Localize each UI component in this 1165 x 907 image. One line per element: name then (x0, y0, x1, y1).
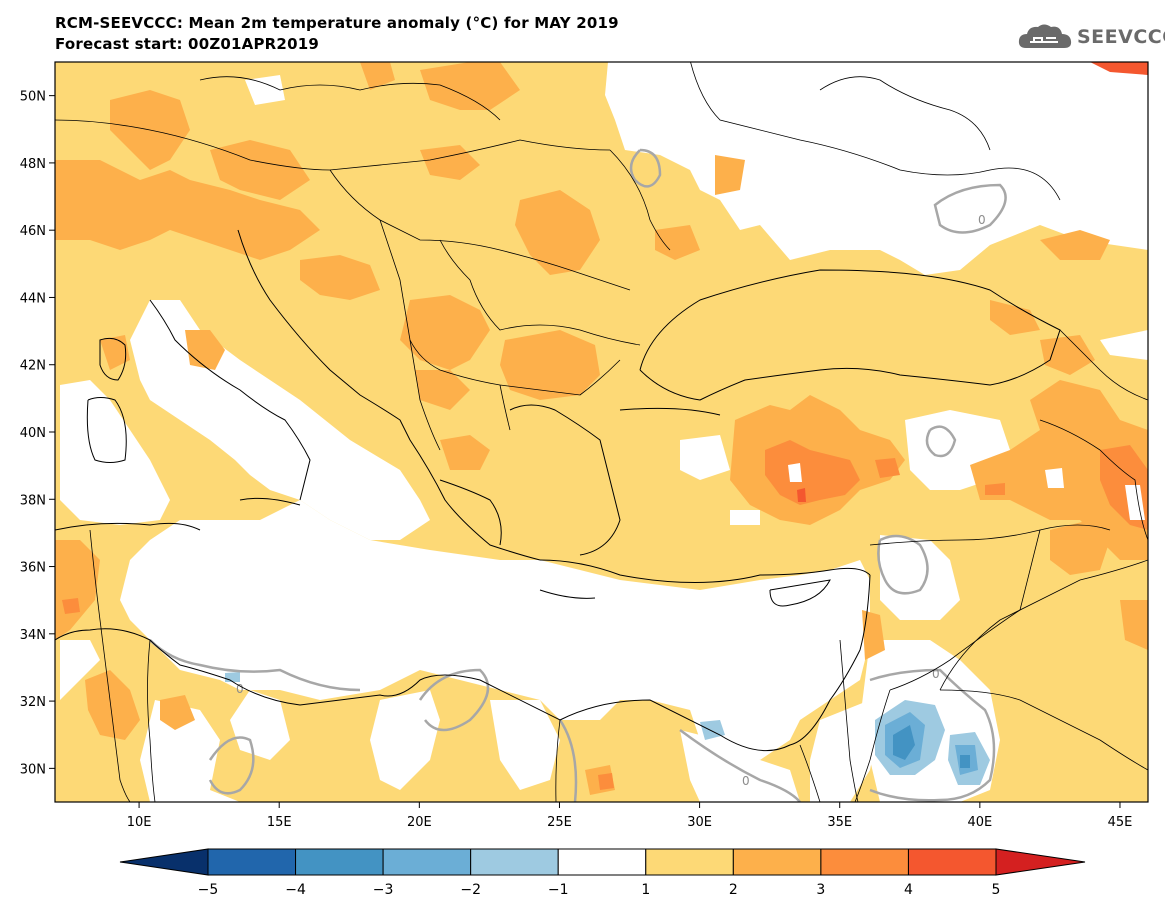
colorbar-segment (557, 848, 647, 876)
contour-label: 0 (742, 774, 750, 788)
anomaly-field-4-5 (797, 62, 1148, 502)
lon-tick-label: 30E (687, 815, 712, 830)
contour-label: 0 (932, 667, 940, 681)
colorbar-extend-high (995, 848, 1086, 876)
lat-tick-label: 42N (20, 359, 46, 374)
colorbar-segment (382, 848, 472, 876)
colorbar: −5 −4 −3 −2 −1 1 2 3 4 5 (119, 848, 1086, 898)
colorbar-label: −3 (373, 882, 394, 898)
lat-tick-label: 44N (20, 291, 46, 306)
longitude-axis: 10E 15E 20E 25E 30E 35E 40E 45E (127, 802, 1133, 830)
colorbar-extend-low (119, 848, 209, 876)
seevccc-logo: SEEVCCC (1018, 22, 1165, 52)
forecast-start: Forecast start: 00Z01APR2019 (55, 35, 319, 53)
colorbar-label: 4 (904, 882, 913, 898)
lon-tick-label: 20E (407, 815, 432, 830)
colorbar-segment (207, 848, 297, 876)
colorbar-label: 5 (992, 882, 1001, 898)
negative-anomaly-areas (225, 672, 990, 785)
colorbar-segment (645, 848, 734, 876)
colorbar-segment (470, 848, 559, 876)
colorbar-segment (732, 848, 822, 876)
lat-tick-label: 30N (20, 762, 46, 777)
lat-tick-label: 46N (20, 224, 46, 239)
colorbar-segment (820, 848, 909, 876)
colorbar-label: 1 (641, 882, 650, 898)
colorbar-label: −1 (548, 882, 569, 898)
colorbar-label: 3 (816, 882, 825, 898)
lon-tick-label: 25E (547, 815, 572, 830)
lon-tick-label: 40E (967, 815, 992, 830)
contour-label: 0 (236, 682, 244, 696)
lon-tick-label: 15E (267, 815, 292, 830)
colorbar-label: 2 (729, 882, 738, 898)
lat-tick-label: 50N (20, 90, 46, 105)
lat-tick-label: 40N (20, 426, 46, 441)
chart-title: RCM-SEEVCCC: Mean 2m temperature anomaly… (55, 14, 619, 32)
lon-tick-label: 10E (127, 815, 152, 830)
country-borders (55, 62, 1148, 802)
colorbar-label: −2 (460, 882, 481, 898)
lat-tick-label: 34N (20, 628, 46, 643)
colorbar-segment (907, 848, 997, 876)
colorbar-label: −5 (198, 882, 219, 898)
contour-label: 0 (978, 213, 986, 227)
lat-tick-label: 38N (20, 493, 46, 508)
coastlines (55, 229, 1061, 752)
lat-tick-label: 48N (20, 157, 46, 172)
cloud-icon (1018, 24, 1072, 48)
zero-contours (149, 148, 1007, 802)
lon-tick-label: 45E (1108, 815, 1133, 830)
lat-tick-label: 36N (20, 561, 46, 576)
lat-tick-label: 32N (20, 695, 46, 710)
colorbar-segment (295, 848, 384, 876)
lon-tick-label: 35E (827, 815, 852, 830)
logo-text: SEEVCCC (1077, 26, 1165, 48)
latitude-axis: 30N 32N 34N 36N 38N 40N 42N 44N 46N 48N 50N (20, 90, 55, 777)
colorbar-label: −4 (285, 882, 306, 898)
